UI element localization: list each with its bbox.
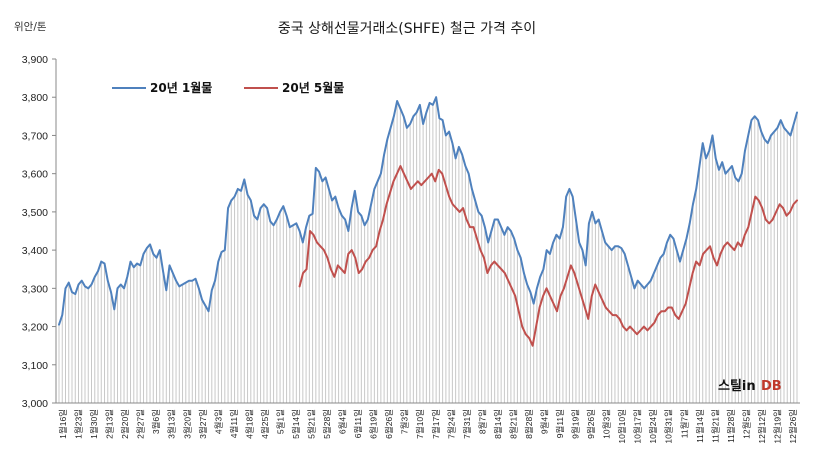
y-tick-label: 3,800 xyxy=(22,92,48,104)
x-tick-label: 5월14일 xyxy=(291,409,301,439)
logo: 스틸in DB xyxy=(718,379,782,394)
x-tick-label: 6월11일 xyxy=(353,409,363,438)
x-tick-label: 3월27일 xyxy=(198,409,208,439)
x-tick-label: 2월20일 xyxy=(120,409,130,439)
x-tick-label: 7월10일 xyxy=(415,409,425,439)
x-tick-label: 2월13일 xyxy=(105,409,115,439)
x-tick-label: 12월12일 xyxy=(757,409,767,444)
x-tick-label: 11월7일 xyxy=(679,409,689,438)
y-axis-unit-label: 위안/톤 xyxy=(14,20,47,33)
x-tick-label: 12월26일 xyxy=(788,409,798,444)
x-tick-label: 7월31일 xyxy=(462,409,472,439)
y-tick-label: 3,400 xyxy=(22,245,48,257)
legend: 20년 1월물 20년 5월물 xyxy=(112,80,344,95)
y-tick-label: 3,500 xyxy=(22,207,48,219)
x-tick-label: 12월5일 xyxy=(741,409,751,439)
y-axis: 3,000 3,100 3,200 3,300 3,400 3,500 3,600 3,700… xyxy=(22,54,57,410)
series-line-1 xyxy=(58,96,798,326)
x-tick-label: 1월16일 xyxy=(58,409,68,439)
x-tick-label: 8월21일 xyxy=(508,409,518,439)
x-tick-label: 1월23일 xyxy=(74,409,84,439)
x-tick-label: 7월24일 xyxy=(446,409,456,439)
x-tick-label: 5월28일 xyxy=(322,409,332,439)
chart-title: 중국 상해선물거래소(SHFE) 철근 가격 추이 xyxy=(278,21,536,37)
x-tick-label: 9월4일 xyxy=(539,409,549,434)
x-tick-label: 10월31일 xyxy=(664,409,674,444)
x-tick-label: 6월4일 xyxy=(338,409,348,434)
y-tick-label: 3,200 xyxy=(22,322,48,334)
drop-line-fill xyxy=(58,97,798,403)
x-tick-label: 3월13일 xyxy=(167,409,177,439)
x-tick-label: 11월14일 xyxy=(695,409,705,443)
x-tick-label: 11월21일 xyxy=(710,409,720,443)
x-axis: 1월16일 1월23일 1월30일 2월13일 2월20일 2월27일 3월6일 3월13일 3… xyxy=(56,402,800,444)
y-tick-label: 3,000 xyxy=(22,398,48,410)
series-line-2 xyxy=(298,165,798,347)
x-tick-label: 3월20일 xyxy=(182,409,192,439)
x-tick-label: 9월19일 xyxy=(571,409,581,439)
x-tick-label: 11월28일 xyxy=(726,409,736,443)
x-tick-label: 2월27일 xyxy=(136,409,146,439)
x-tick-label: 8월7일 xyxy=(477,409,487,434)
y-tick-label: 3,600 xyxy=(22,169,48,181)
x-tick-label: 4월3일 xyxy=(213,409,223,434)
x-tick-label: 8월28일 xyxy=(524,409,534,439)
series-lines xyxy=(58,96,798,347)
y-tick-label: 3,700 xyxy=(22,130,48,142)
x-tick-label: 8월14일 xyxy=(493,409,503,439)
x-tick-label: 9월26일 xyxy=(586,409,596,439)
y-tick-label: 3,900 xyxy=(22,54,48,66)
x-tick-label: 7월17일 xyxy=(431,409,441,439)
x-tick-label: 10월10일 xyxy=(617,409,627,444)
x-tick-label: 6월19일 xyxy=(369,409,379,439)
x-tick-label: 10월24일 xyxy=(648,409,658,444)
x-tick-label: 10월17일 xyxy=(633,409,643,444)
x-tick-label: 7월3일 xyxy=(400,409,410,434)
x-tick-label: 10월3일 xyxy=(602,409,612,439)
legend-series2-label: 20년 5월물 xyxy=(282,80,344,95)
x-tick-label: 5월21일 xyxy=(307,409,317,439)
x-tick-label: 6월26일 xyxy=(384,409,394,439)
x-tick-label: 12월19일 xyxy=(772,409,782,444)
x-tick-label: 4월18일 xyxy=(244,409,254,439)
x-tick-label: 4월11일 xyxy=(229,409,239,438)
x-tick-label: 3월6일 xyxy=(151,409,161,434)
x-tick-label: 4월25일 xyxy=(260,409,270,439)
legend-series1-label: 20년 1월물 xyxy=(150,80,212,95)
x-tick-label: 9월11일 xyxy=(555,409,565,438)
x-tick-label: 1월30일 xyxy=(89,409,99,439)
logo-text-steelin: 스틸in xyxy=(718,379,756,394)
y-tick-label: 3,100 xyxy=(22,360,48,372)
x-tick-label: 5월1일 xyxy=(275,409,285,434)
y-tick-label: 3,300 xyxy=(22,283,48,295)
logo-text-db: DB xyxy=(761,379,782,394)
